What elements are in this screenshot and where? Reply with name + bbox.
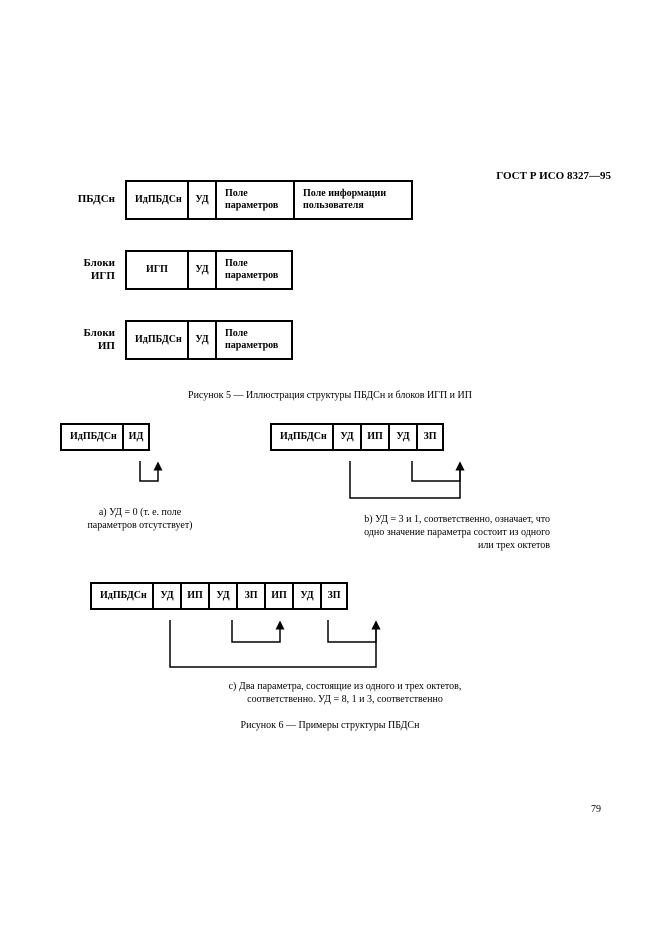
fig5-row3: Блоки ИП ИдПБДСн УД Поле параметров (60, 320, 600, 360)
fig5-caption: Рисунок 5 — Иллюстрация структуры ПБДСн … (60, 390, 600, 401)
page-content: ПБДСн ИдПБДСн УД Поле параметров Поле ин… (60, 130, 600, 753)
row-label: Блоки ИП (60, 327, 125, 353)
fig6-c: ИдПБДСн УД ИП УД ЗП ИП УД ЗП c) Два пара… (90, 582, 600, 706)
cell: ИП (180, 582, 208, 610)
fig6-caption: Рисунок 6 — Примеры структуры ПБДСн (60, 720, 600, 731)
cell: ИП (360, 423, 388, 451)
fig6-b-caption: b) УД = 3 и 1, соответственно, означает,… (270, 513, 550, 552)
cell: ИП (264, 582, 292, 610)
cell: Поле параметров (215, 250, 293, 290)
cell: ИдПБДСн (270, 423, 332, 451)
cell: УД (388, 423, 416, 451)
cell: УД (292, 582, 320, 610)
cell: УД (187, 320, 215, 360)
fig6-a-caption: a) УД = 0 (т. е. поле параметров отсутст… (60, 506, 220, 532)
cell: Поле параметров (215, 320, 293, 360)
cell: ИдПБДСн (125, 320, 187, 360)
cell: Поле информации пользователя (293, 180, 413, 220)
fig6-a: ИдПБДСн ИД a) УД = 0 (т. е. поле парамет… (60, 423, 220, 532)
cell: УД (332, 423, 360, 451)
fig5-row1: ПБДСн ИдПБДСн УД Поле параметров Поле ин… (60, 180, 600, 220)
row-label: Блоки ИГП (60, 257, 125, 283)
cell: ЗП (320, 582, 348, 610)
fig5-row2: Блоки ИГП ИГП УД Поле параметров (60, 250, 600, 290)
fig6-c-caption: c) Два параметра, состоящие из одного и … (90, 680, 600, 706)
cell: ЗП (236, 582, 264, 610)
cell: УД (152, 582, 180, 610)
cell: ИД (122, 423, 150, 451)
fig6-ab-row: ИдПБДСн ИД a) УД = 0 (т. е. поле парамет… (60, 423, 600, 552)
cell: ИдПБДСн (90, 582, 152, 610)
cell: ИдПБДСн (125, 180, 187, 220)
fig6-b: ИдПБДСн УД ИП УД ЗП b) УД = 3 и 1, соотв… (270, 423, 550, 552)
page-number: 79 (591, 804, 601, 815)
cell: ИГП (125, 250, 187, 290)
cell: УД (187, 250, 215, 290)
cell: УД (208, 582, 236, 610)
cell: ИдПБДСн (60, 423, 122, 451)
row-label: ПБДСн (60, 193, 125, 206)
cell: УД (187, 180, 215, 220)
cell: ЗП (416, 423, 444, 451)
cell: Поле параметров (215, 180, 293, 220)
